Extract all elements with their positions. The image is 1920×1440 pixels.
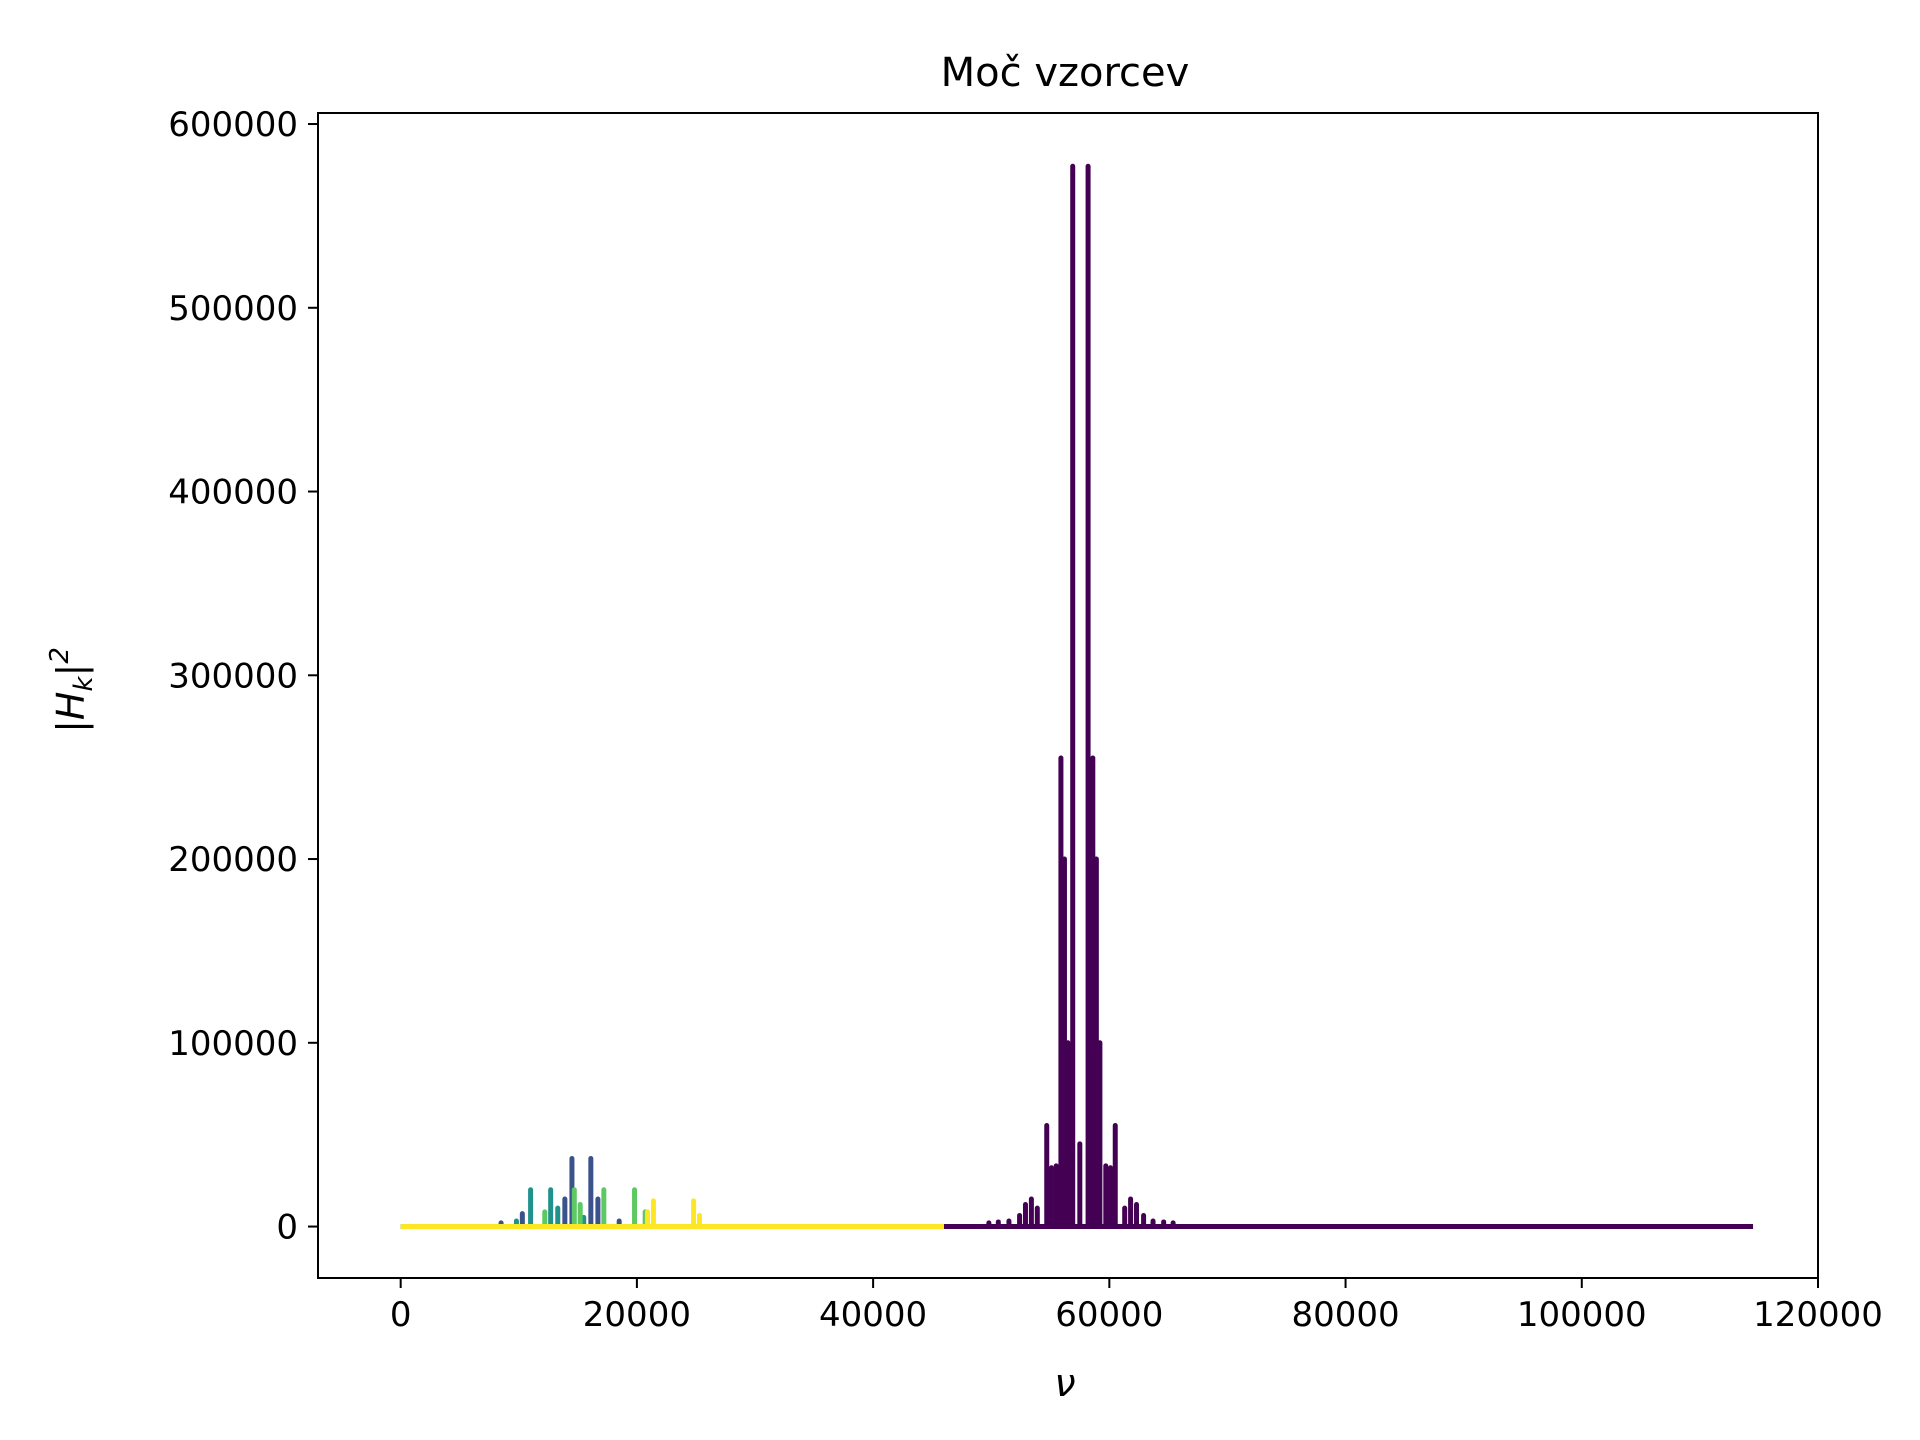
x-tick-label: 20000: [583, 1295, 691, 1335]
y-axis-label-tail: |: [49, 664, 94, 677]
y-tick-label: 600000: [168, 105, 298, 145]
x-tick-label: 0: [390, 1295, 412, 1335]
series-0: [943, 163, 1754, 1230]
chart-title: Moč vzorcev: [941, 50, 1190, 96]
y-tick-label: 100000: [168, 1024, 298, 1064]
y-axis-label: |Hk|2: [45, 647, 99, 733]
y-axis-label-base: |H: [49, 692, 94, 733]
y-axis-label-sup: 2: [45, 647, 75, 664]
y-tick-label: 300000: [168, 656, 298, 696]
series-4: [400, 1198, 944, 1230]
x-tick-label: 100000: [1517, 1295, 1647, 1335]
x-tick-label: 80000: [1291, 1295, 1399, 1335]
x-axis-label: ν: [1054, 1361, 1075, 1405]
y-tick-label: 200000: [168, 840, 298, 880]
y-axis: 0 100000 200000 300000 400000 500000 600000: [168, 105, 318, 1248]
x-tick-label: 120000: [1753, 1295, 1883, 1335]
y-tick-label: 500000: [168, 289, 298, 329]
x-tick-label: 40000: [819, 1295, 927, 1335]
axes-frame: [317, 112, 1819, 1279]
plot-area: [400, 163, 1754, 1230]
x-tick-label: 60000: [1055, 1295, 1163, 1335]
y-tick-label: 0: [276, 1208, 298, 1248]
y-axis-label-sub: k: [69, 676, 99, 692]
x-axis: 0 20000 40000 60000 80000 100000 120000: [390, 1278, 1883, 1335]
y-tick-label: 400000: [168, 473, 298, 513]
